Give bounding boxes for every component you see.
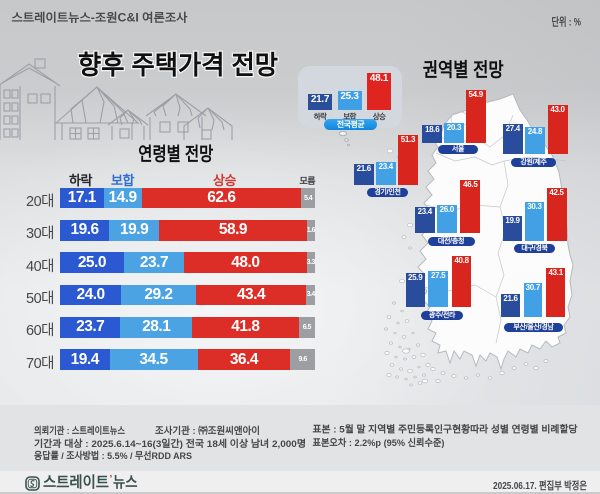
svg-text:스트레이트뉴스-조원C&I 여론조사: 스트레이트뉴스-조원C&I 여론조사 <box>12 11 188 25</box>
svg-text:조사기관 : ㈜조원씨앤아이: 조사기관 : ㈜조원씨앤아이 <box>155 425 260 437</box>
svg-text:응답률 / 조사방법 : 5.5% / 무선RDD ARS: 응답률 / 조사방법 : 5.5% / 무선RDD ARS <box>34 450 192 462</box>
svg-text:기간과 대상 : 2025.6.14~16(3일간) 전국: 기간과 대상 : 2025.6.14~16(3일간) 전국 18세 이상 남녀 … <box>34 438 306 450</box>
svg-text:연령별 전망: 연령별 전망 <box>138 144 213 165</box>
svg-text:스트레이트: 스트레이트 <box>43 474 109 491</box>
svg-text:뉴스: 뉴스 <box>113 474 138 491</box>
svg-text:’: ’ <box>110 474 113 485</box>
svg-text:표본오차 : 2.2%p (95% 신뢰수준): 표본오차 : 2.2%p (95% 신뢰수준) <box>313 437 445 449</box>
svg-text:표본 : 5월 말 지역별 주민등록인구현황따라 성별 연령: 표본 : 5월 말 지역별 주민등록인구현황따라 성별 연령별 비례할당 <box>313 424 578 436</box>
svg-text:2025.06.17. 편집부 박정은: 2025.06.17. 편집부 박정은 <box>493 479 587 492</box>
svg-text:향후 주택가격 전망: 향후 주택가격 전망 <box>78 50 278 80</box>
svg-text:단위 : %: 단위 : % <box>552 15 582 29</box>
svg-text:의뢰기관 : 스트레이트뉴스: 의뢰기관 : 스트레이트뉴스 <box>34 425 125 437</box>
svg-text:권역별 전망: 권역별 전망 <box>423 59 504 81</box>
